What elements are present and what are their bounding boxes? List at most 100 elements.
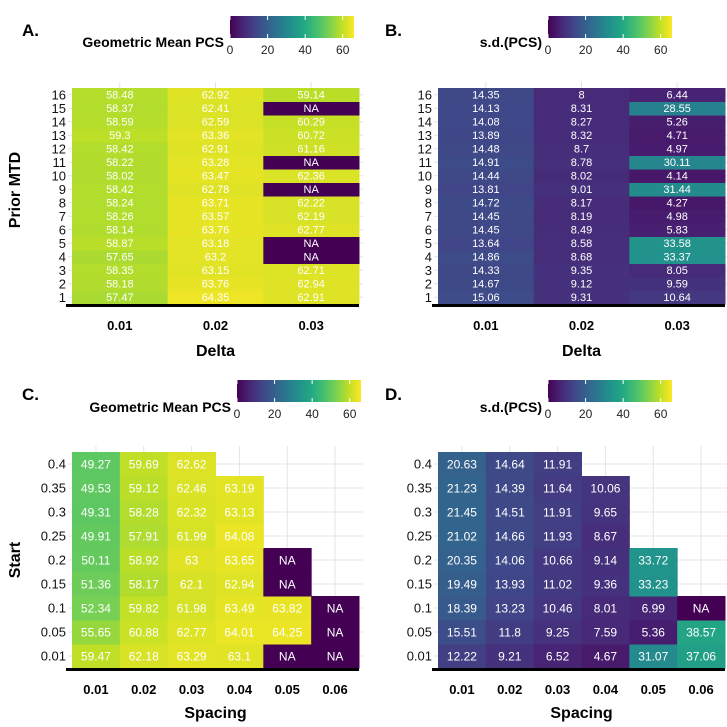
- heatmap-cell: [581, 596, 630, 621]
- cell-label: 63.29: [177, 649, 207, 663]
- y-tick-label: 10: [418, 168, 432, 183]
- heatmap-cell: [438, 155, 535, 170]
- cell-label: 21.23: [447, 481, 477, 495]
- cell-label: 9.59: [666, 279, 687, 291]
- heatmap-cell: [629, 250, 726, 264]
- cell-label: 8.67: [594, 529, 618, 543]
- heatmap-cell: [485, 548, 535, 573]
- cell-label: 64.08: [224, 529, 254, 543]
- panel-label: A.: [22, 21, 39, 40]
- heatmap-cell: [581, 620, 630, 645]
- y-tick-label: 0.2: [414, 553, 432, 568]
- heatmap-cell: [581, 476, 630, 501]
- cell-label: 13.23: [495, 601, 525, 615]
- heatmap-cell: [167, 115, 264, 129]
- heatmap-cell: [533, 644, 582, 669]
- cell-label: 51.36: [81, 577, 111, 591]
- heatmap-cell: [263, 596, 312, 621]
- cell-label: 33.58: [663, 238, 691, 250]
- cell-label: 31.44: [663, 184, 691, 196]
- colorbar-tick-label: 40: [616, 407, 630, 421]
- heatmap-cell: [438, 596, 487, 621]
- cell-label: 9.14: [594, 553, 618, 567]
- heatmap-cell: [629, 596, 678, 621]
- cell-label: 14.13: [472, 103, 500, 115]
- cell-label: 58.28: [129, 505, 159, 519]
- y-tick-label: 0.15: [407, 577, 432, 592]
- cell-label: 33.37: [663, 252, 691, 264]
- heatmap-cell: [485, 572, 535, 597]
- cell-label: 63.76: [202, 279, 230, 291]
- y-tick-label: 0.35: [41, 481, 66, 496]
- cell-label: 62.59: [202, 117, 230, 129]
- cell-label: 11.93: [543, 529, 572, 543]
- heatmap-cell: [438, 142, 535, 156]
- heatmap-cell: [263, 115, 360, 129]
- y-tick-label: 0.4: [48, 457, 66, 472]
- cell-label: 8.7: [574, 144, 589, 156]
- heatmap-cell: [311, 596, 360, 621]
- x-axis-title: Spacing: [550, 705, 612, 722]
- cell-label: 13.64: [472, 238, 500, 250]
- heatmap-cell: [438, 290, 535, 305]
- heatmap-cell: [72, 169, 169, 183]
- cell-label: 5.36: [642, 625, 666, 639]
- cell-label: 55.65: [81, 625, 111, 639]
- heatmap-cell: [72, 182, 169, 197]
- y-tick-label: 4: [59, 249, 66, 264]
- cell-label: 9.25: [546, 625, 570, 639]
- heatmap-cell: [533, 223, 630, 237]
- cell-label: 9.01: [571, 184, 592, 196]
- cell-label: NA: [327, 649, 344, 663]
- heatmap-cell: [629, 236, 726, 251]
- x-axis-title: Delta: [562, 343, 601, 360]
- cell-label: 63.2: [205, 252, 226, 264]
- heatmap-cell: [629, 169, 726, 183]
- cell-label: 5.83: [666, 225, 687, 237]
- x-tick-label: 0.04: [227, 682, 253, 697]
- y-tick-label: 6: [59, 222, 66, 237]
- x-tick-label: 0.05: [275, 682, 300, 697]
- cell-label: 62.41: [202, 103, 230, 115]
- cell-label: 62.94: [224, 577, 254, 591]
- cell-label: 58.26: [106, 211, 134, 223]
- cell-label: 63.18: [202, 238, 230, 250]
- heatmap-cell: [677, 620, 726, 645]
- heatmap-cell: [167, 476, 216, 501]
- heatmap-cell: [629, 196, 726, 210]
- heatmap-cell: [438, 101, 535, 116]
- cell-label: 14.33: [472, 265, 500, 277]
- y-tick-label: 14: [418, 114, 432, 129]
- heatmap-cell: [485, 452, 535, 477]
- y-tick-label: 0.01: [407, 649, 432, 664]
- heatmap-cell: [167, 88, 264, 102]
- cell-label: 4.97: [666, 144, 687, 156]
- cell-label: 20.63: [447, 457, 477, 471]
- heatmap-cell: [72, 115, 169, 129]
- heatmap-cell: [533, 524, 582, 549]
- colorbar: [230, 16, 354, 38]
- y-tick-label: 9: [425, 182, 432, 197]
- cell-label: 14.08: [472, 117, 500, 129]
- cell-label: 8.17: [571, 198, 592, 210]
- heatmap-cell: [167, 277, 264, 291]
- heatmap-cell: [72, 290, 169, 305]
- heatmap-cell: [167, 596, 216, 621]
- y-tick-label: 2: [425, 276, 432, 291]
- cell-label: 14.66: [495, 529, 525, 543]
- cell-label: 62.78: [202, 184, 230, 196]
- heatmap-cell: [72, 596, 121, 621]
- cell-label: 59.82: [129, 601, 159, 615]
- colorbar-tick-label: 20: [261, 43, 275, 57]
- heatmap-cell: [438, 169, 535, 183]
- heatmap-cell: [263, 277, 360, 291]
- cell-label: 8.05: [666, 265, 687, 277]
- colorbar-tick-label: 40: [305, 407, 319, 421]
- heatmap-cell: [263, 182, 360, 197]
- cell-label: 58.35: [106, 265, 134, 277]
- heatmap-cell: [533, 572, 582, 597]
- heatmap-cell: [72, 277, 169, 291]
- cell-label: 14.06: [495, 553, 525, 567]
- y-tick-label: 15: [418, 101, 432, 116]
- y-tick-label: 4: [425, 249, 432, 264]
